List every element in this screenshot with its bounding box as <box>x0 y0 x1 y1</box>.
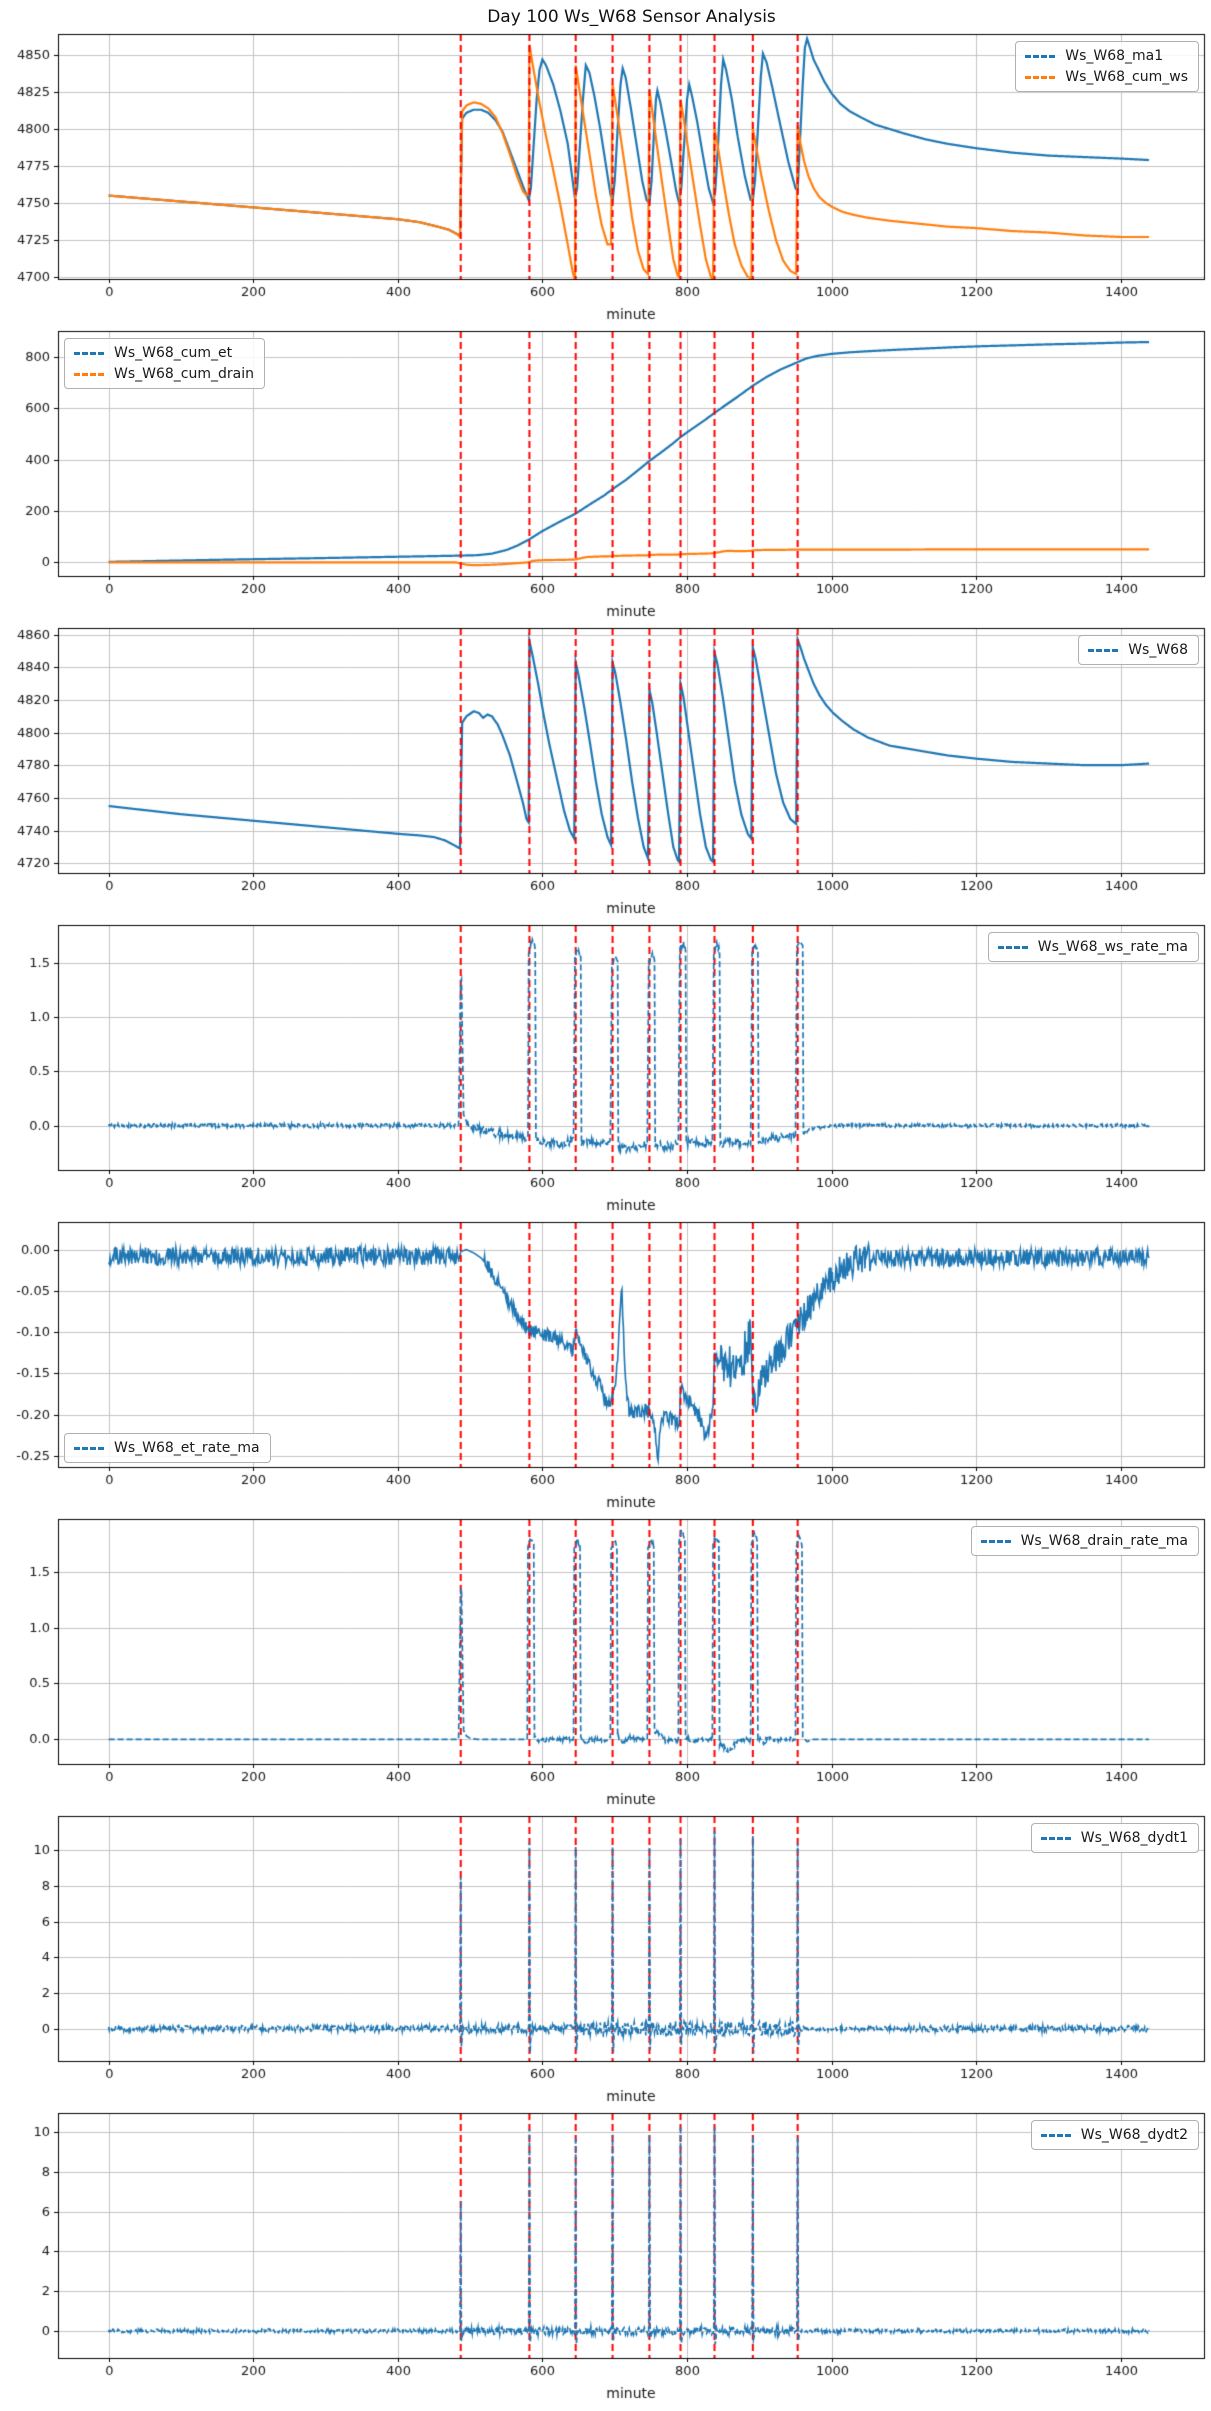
legend-dashed-line-sample <box>1088 648 1119 652</box>
subplot-2-legend: Ws_W68_cum_et Ws_W68_cum_drain <box>64 338 265 389</box>
legend-dashed-line-sample <box>74 372 104 376</box>
subplot-8-ws-w68-dydt2: Ws_W68_dydt2 <box>0 2111 1211 2408</box>
legend-label: Ws_W68_drain_rate_ma <box>1020 1533 1188 1549</box>
legend-label: Ws_W68_cum_et <box>114 345 233 361</box>
subplot-8-canvas <box>0 2111 1211 2408</box>
legend-label: Ws_W68_cum_drain <box>114 366 254 382</box>
legend-label: Ws_W68_ma1 <box>1065 48 1164 64</box>
figure-title: Day 100 Ws_W68 Sensor Analysis <box>487 7 776 27</box>
legend-entry: Ws_W68_dydt1 <box>1040 1830 1188 1846</box>
legend-dashed-line-sample <box>1040 1836 1071 1840</box>
subplot-1-legend: Ws_W68_ma1 Ws_W68_cum_ws <box>1015 41 1199 92</box>
subplot-6-legend: Ws_W68_drain_rate_ma <box>970 1526 1199 1556</box>
subplot-3-canvas <box>0 626 1211 923</box>
legend-label: Ws_W68 <box>1128 642 1188 658</box>
subplot-3-legend: Ws_W68 <box>1078 635 1199 665</box>
legend-entry: Ws_W68_et_rate_ma <box>74 1440 260 1456</box>
subplot-5-ws-w68-et-rate-ma: Ws_W68_et_rate_ma <box>0 1220 1211 1517</box>
legend-dashed-line-sample <box>980 1539 1011 1543</box>
subplot-7-canvas <box>0 1814 1211 2111</box>
legend-entry: Ws_W68_drain_rate_ma <box>980 1533 1188 1549</box>
legend-entry: Ws_W68_cum_drain <box>74 366 254 382</box>
legend-label: Ws_W68_cum_ws <box>1065 69 1188 85</box>
subplot-7-legend: Ws_W68_dydt1 <box>1030 1823 1199 1853</box>
subplot-5-canvas <box>0 1220 1211 1517</box>
legend-entry: Ws_W68_dydt2 <box>1040 2127 1188 2143</box>
legend-dashed-line-sample <box>1040 2133 1071 2137</box>
legend-label: Ws_W68_ws_rate_ma <box>1037 939 1188 955</box>
legend-dashed-line-sample <box>997 945 1028 949</box>
legend-label: Ws_W68_dydt1 <box>1080 1830 1188 1846</box>
subplot-7-ws-w68-dydt1: Ws_W68_dydt1 <box>0 1814 1211 2111</box>
subplot-4-ws-w68-ws-rate-ma: Ws_W68_ws_rate_ma <box>0 923 1211 1220</box>
subplot-1-canvas <box>0 32 1211 329</box>
subplot-4-canvas <box>0 923 1211 1220</box>
subplot-4-legend: Ws_W68_ws_rate_ma <box>987 932 1199 962</box>
subplot-3-ws-w68: Ws_W68 <box>0 626 1211 923</box>
legend-label: Ws_W68_dydt2 <box>1080 2127 1188 2143</box>
subplot-6-ws-w68-drain-rate-ma: Ws_W68_drain_rate_ma <box>0 1517 1211 1814</box>
legend-entry: Ws_W68_ma1 <box>1025 48 1188 64</box>
subplot-stack: Ws_W68_ma1 Ws_W68_cum_ws Ws_W68_cum_et Ws_… <box>0 32 1211 2408</box>
legend-entry: Ws_W68 <box>1088 642 1188 658</box>
legend-dashed-line-sample <box>1025 54 1056 58</box>
subplot-6-canvas <box>0 1517 1211 1814</box>
legend-entry: Ws_W68_cum_ws <box>1025 69 1188 85</box>
subplot-8-legend: Ws_W68_dydt2 <box>1030 2120 1199 2150</box>
legend-label: Ws_W68_et_rate_ma <box>114 1440 260 1456</box>
legend-dashed-line-sample <box>74 351 104 355</box>
subplot-2-ws-w68-cum-et: Ws_W68_cum_et Ws_W68_cum_drain <box>0 329 1211 626</box>
legend-entry: Ws_W68_cum_et <box>74 345 254 361</box>
legend-entry: Ws_W68_ws_rate_ma <box>997 939 1188 955</box>
legend-dashed-line-sample <box>74 1446 104 1450</box>
subplot-1-ws-w68-ma1: Ws_W68_ma1 Ws_W68_cum_ws <box>0 32 1211 329</box>
subplot-5-legend: Ws_W68_et_rate_ma <box>64 1433 271 1463</box>
legend-dashed-line-sample <box>1025 75 1056 79</box>
